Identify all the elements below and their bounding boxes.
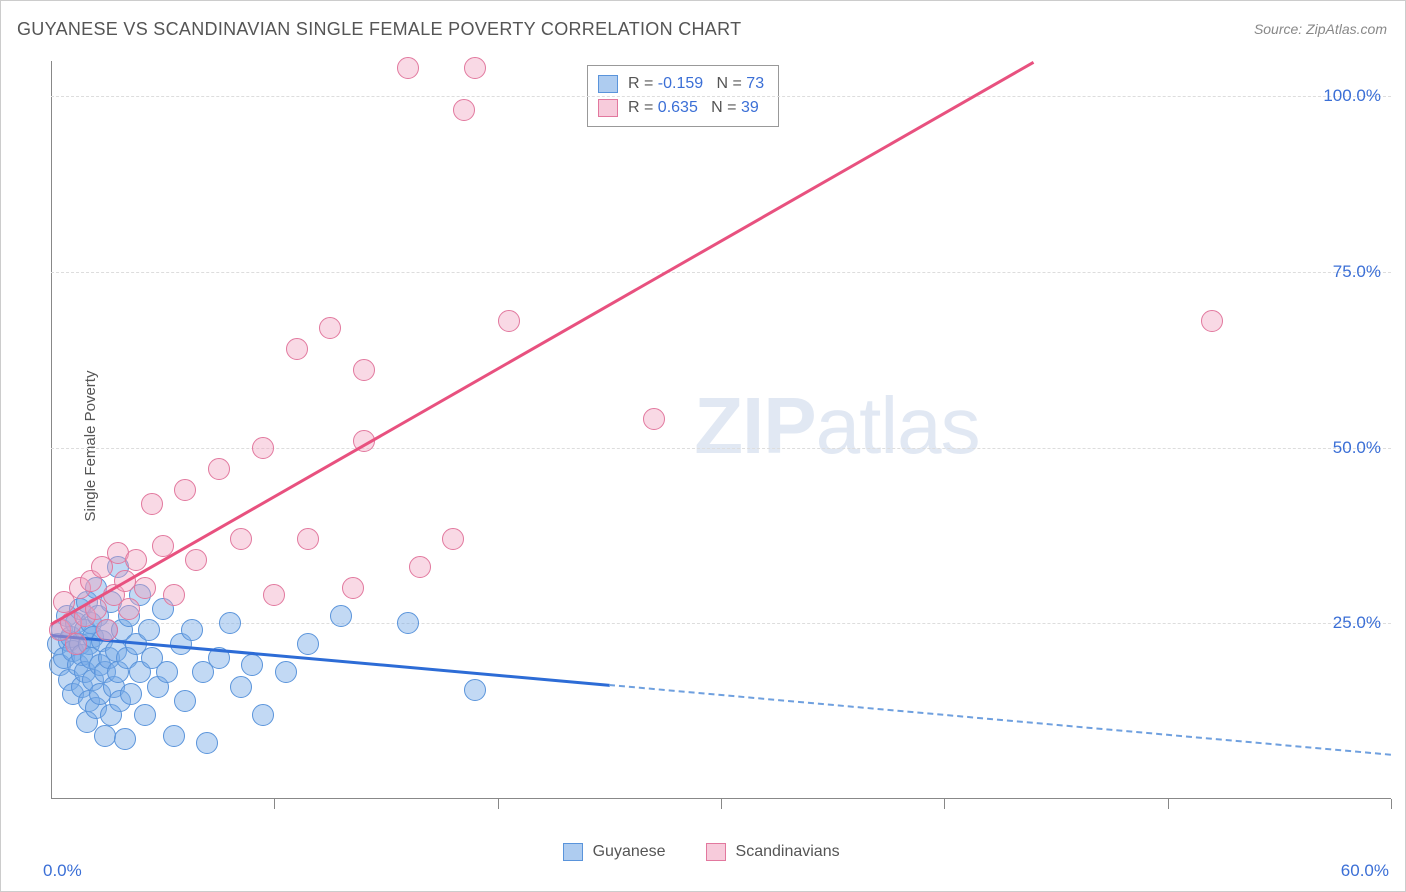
pink-marker: [65, 633, 87, 655]
pink-marker: [353, 359, 375, 381]
pink-marker: [297, 528, 319, 550]
blue-marker: [174, 690, 196, 712]
pink-marker: [185, 549, 207, 571]
x-tick: [1391, 799, 1392, 809]
blue-swatch-icon: [563, 843, 583, 861]
legend-item: Guyanese: [563, 843, 666, 861]
source-attribution: Source: ZipAtlas.com: [1254, 21, 1387, 37]
blue-marker: [114, 728, 136, 750]
pink-marker: [643, 408, 665, 430]
blue-marker: [156, 661, 178, 683]
blue-marker: [120, 683, 142, 705]
blue-marker: [397, 612, 419, 634]
blue-marker: [219, 612, 241, 634]
pink-marker: [208, 458, 230, 480]
x-tick: [1168, 799, 1169, 809]
pink-swatch-icon: [598, 99, 618, 117]
pink-marker: [442, 528, 464, 550]
blue-marker: [181, 619, 203, 641]
y-tick-label: 25.0%: [1333, 613, 1381, 633]
pink-trend-line: [50, 61, 1034, 626]
pink-marker: [96, 619, 118, 641]
blue-marker: [196, 732, 218, 754]
y-tick-label: 75.0%: [1333, 262, 1381, 282]
pink-marker: [453, 99, 475, 121]
blue-marker: [94, 725, 116, 747]
blue-marker: [252, 704, 274, 726]
blue-marker: [297, 633, 319, 655]
x-tick: [721, 799, 722, 809]
x-tick: [274, 799, 275, 809]
scatter-plot-area: ZIPatlas R = -0.159 N = 73 R = 0.635 N = …: [51, 61, 1391, 821]
blue-marker: [275, 661, 297, 683]
y-tick-label: 50.0%: [1333, 438, 1381, 458]
y-tick-label: 100.0%: [1323, 86, 1381, 106]
chart-title: GUYANESE VS SCANDINAVIAN SINGLE FEMALE P…: [17, 19, 741, 40]
pink-marker: [286, 338, 308, 360]
stats-row: R = -0.159 N = 73: [598, 72, 764, 96]
pink-marker: [125, 549, 147, 571]
pink-marker: [252, 437, 274, 459]
blue-marker: [163, 725, 185, 747]
blue-marker: [134, 704, 156, 726]
stats-text: R = -0.159 N = 73: [628, 75, 764, 93]
x-tick: [498, 799, 499, 809]
pink-marker: [464, 57, 486, 79]
stats-text: R = 0.635 N = 39: [628, 99, 759, 117]
blue-marker: [230, 676, 252, 698]
pink-marker: [134, 577, 156, 599]
y-axis: [51, 61, 52, 799]
blue-marker: [241, 654, 263, 676]
pink-marker: [141, 493, 163, 515]
pink-marker: [498, 310, 520, 332]
pink-marker: [230, 528, 252, 550]
pink-marker: [263, 584, 285, 606]
pink-marker: [174, 479, 196, 501]
grid-line: [51, 623, 1391, 624]
grid-line: [51, 96, 1391, 97]
blue-marker: [464, 679, 486, 701]
pink-marker: [1201, 310, 1223, 332]
x-axis-min-label: 0.0%: [43, 861, 82, 881]
pink-marker: [342, 577, 364, 599]
pink-marker: [409, 556, 431, 578]
pink-marker: [397, 57, 419, 79]
legend-label: Scandinavians: [736, 843, 840, 861]
blue-marker: [138, 619, 160, 641]
blue-marker: [330, 605, 352, 627]
blue-trend-line: [609, 684, 1391, 756]
legend-item: Scandinavians: [706, 843, 840, 861]
pink-marker: [319, 317, 341, 339]
legend-label: Guyanese: [593, 843, 666, 861]
x-tick: [944, 799, 945, 809]
stats-row: R = 0.635 N = 39: [598, 96, 764, 120]
x-axis-max-label: 60.0%: [1341, 861, 1389, 881]
grid-line: [51, 272, 1391, 273]
pink-swatch-icon: [706, 843, 726, 861]
series-legend: Guyanese Scandinavians: [563, 843, 840, 861]
pink-marker: [163, 584, 185, 606]
pink-marker: [118, 598, 140, 620]
watermark: ZIPatlas: [694, 380, 979, 472]
blue-swatch-icon: [598, 75, 618, 93]
